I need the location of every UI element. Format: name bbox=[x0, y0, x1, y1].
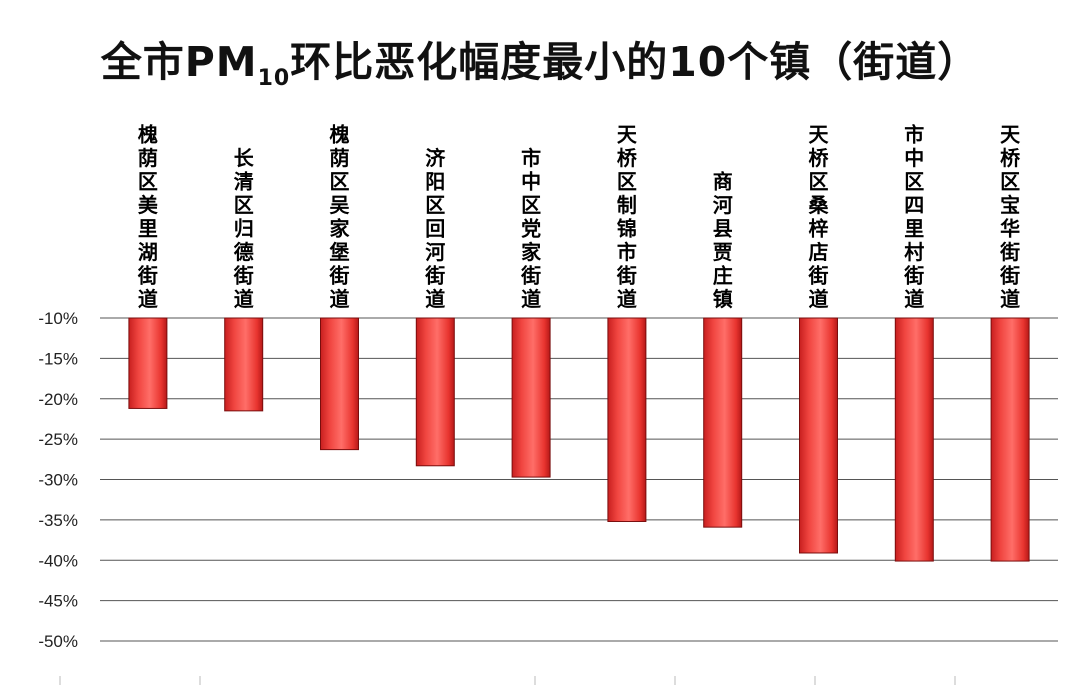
y-tick-label: -45% bbox=[38, 592, 78, 611]
chart-title-suffix: 环比恶化幅度最小的10个镇（街道） bbox=[290, 38, 980, 86]
bars bbox=[128, 317, 1030, 562]
chart-title-prefix: 全市PM bbox=[100, 38, 258, 86]
bar bbox=[511, 317, 551, 478]
category-label: 商河县贾庄镇 bbox=[713, 170, 733, 312]
bar bbox=[224, 317, 264, 412]
category-label: 市中区党家街道 bbox=[520, 146, 542, 311]
category-label: 市中区四里村街道 bbox=[903, 123, 924, 312]
y-tick-label: -25% bbox=[38, 430, 78, 449]
y-tick-label: -40% bbox=[38, 551, 78, 570]
bar bbox=[894, 317, 934, 562]
y-tick-label: -20% bbox=[38, 390, 78, 409]
y-tick-label: -10% bbox=[38, 309, 78, 328]
bar bbox=[415, 317, 455, 467]
y-tick-label: -30% bbox=[38, 471, 78, 490]
bar bbox=[990, 317, 1030, 562]
bar bbox=[607, 317, 647, 522]
bar bbox=[128, 317, 168, 409]
chart-title: 全市PM10环比恶化幅度最小的10个镇（街道） bbox=[0, 28, 1080, 91]
y-axis-ticks: -10% -15% -20% -25% -30% -35% -40% -45% -50% bbox=[38, 309, 78, 651]
category-label: 槐荫区美里湖街道 bbox=[137, 123, 159, 312]
category-labels: 槐荫区美里湖街道 长清区归德街道 槐荫区吴家堡街道 济阳区回河街道 市中区党家街道 天桥区… bbox=[137, 123, 1021, 312]
category-label: 长清区归德街道 bbox=[233, 146, 255, 311]
bar bbox=[799, 317, 838, 554]
bar bbox=[320, 317, 359, 451]
y-tick-label: -15% bbox=[38, 349, 78, 368]
bar bbox=[703, 317, 743, 528]
category-label: 天桥区宝华街街道 bbox=[999, 123, 1021, 312]
category-label: 槐荫区吴家堡街道 bbox=[329, 123, 351, 312]
chart-title-subscript: 10 bbox=[257, 66, 291, 92]
category-label: 济阳区回河街道 bbox=[424, 146, 446, 311]
y-tick-label: -35% bbox=[38, 511, 78, 530]
bottom-axis bbox=[59, 676, 956, 685]
category-label: 天桥区桑梓店街道 bbox=[808, 123, 830, 312]
category-label: 天桥区制锦市街道 bbox=[616, 123, 638, 312]
y-tick-label: -50% bbox=[38, 632, 78, 651]
